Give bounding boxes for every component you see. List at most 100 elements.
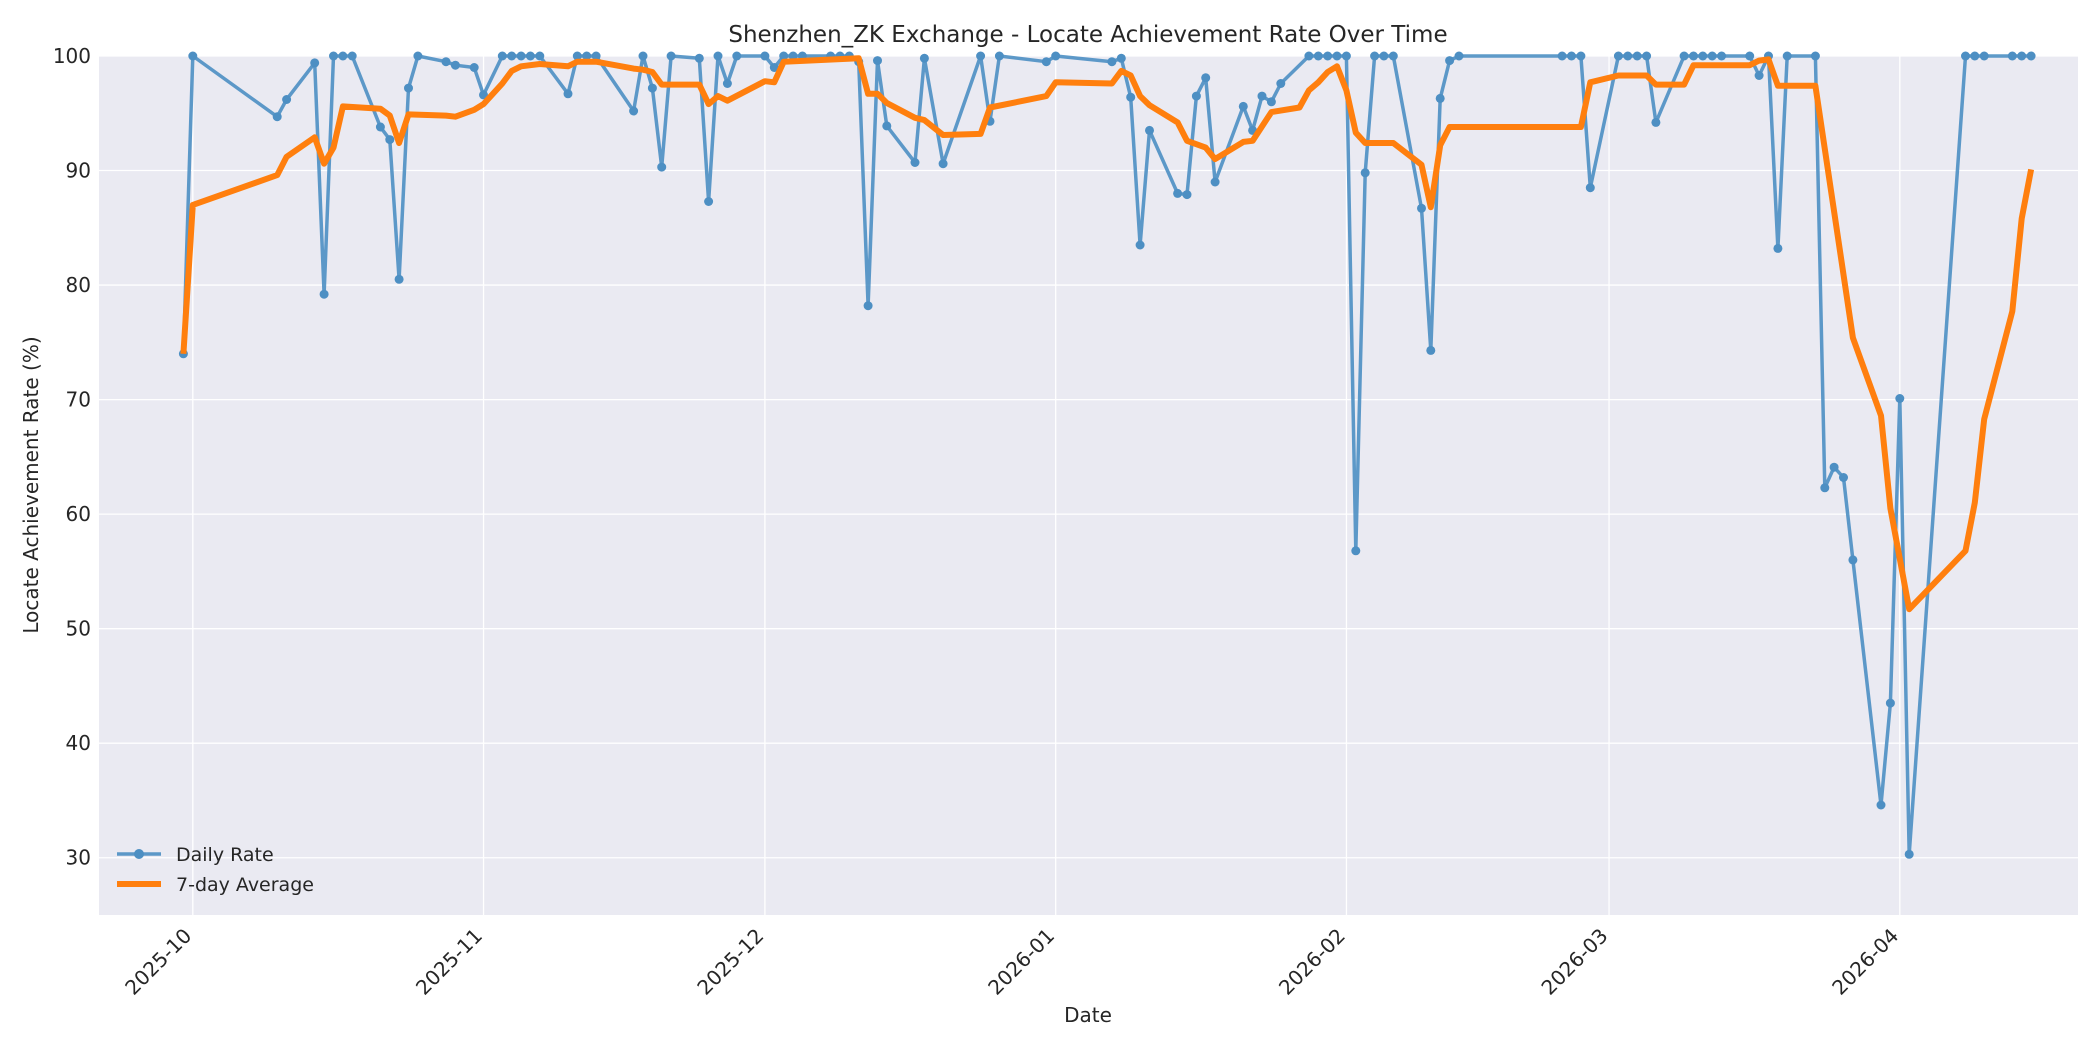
data-point-daily-rate (1567, 51, 1576, 61)
data-point-daily-rate (535, 51, 545, 61)
plot-background (99, 56, 2078, 915)
y-axis: 30 40 50 60 70 80 90 100 (53, 44, 91, 870)
x-axis: 2025-10 2025-11 2025-12 2026-01 2026-02 2026-… (120, 924, 1903, 1000)
data-point-daily-rate (882, 121, 892, 131)
data-point-daily-rate (873, 56, 882, 66)
data-point-daily-rate (1360, 168, 1370, 178)
data-point-daily-rate (1435, 93, 1445, 103)
data-point-daily-rate (282, 95, 292, 104)
data-point-daily-rate (310, 58, 320, 68)
data-point-daily-rate (1388, 51, 1398, 61)
data-point-daily-rate (1829, 462, 1839, 472)
data-point-daily-rate (629, 106, 639, 116)
data-point-daily-rate (441, 57, 451, 67)
data-point-daily-rate (732, 51, 742, 61)
data-point-daily-rate (272, 112, 282, 122)
data-point-daily-rate (657, 162, 667, 172)
data-point-daily-rate (1426, 345, 1436, 355)
legend-marker-daily (134, 849, 144, 859)
x-tick-label: 2026-04 (1827, 924, 1903, 1000)
data-point-daily-rate (319, 289, 329, 299)
data-point-daily-rate (525, 51, 535, 61)
data-point-daily-rate (713, 51, 723, 61)
data-point-daily-rate (2017, 51, 2027, 61)
data-point-daily-rate (2026, 51, 2036, 61)
data-point-daily-rate (1585, 183, 1595, 193)
data-point-daily-rate (1698, 51, 1708, 61)
data-point-daily-rate (1445, 56, 1455, 66)
y-tick-label: 30 (66, 846, 91, 870)
y-tick-label: 80 (66, 273, 91, 297)
data-point-daily-rate (572, 51, 582, 61)
data-point-daily-rate (1904, 849, 1914, 859)
data-point-daily-rate (385, 135, 395, 145)
data-point-daily-rate (1810, 51, 1820, 61)
data-point-daily-rate (497, 51, 507, 61)
data-point-daily-rate (375, 122, 385, 132)
data-point-daily-rate (591, 51, 601, 61)
x-tick-label: 2026-01 (983, 924, 1059, 1000)
data-point-daily-rate (2007, 51, 2017, 61)
data-point-daily-rate (1191, 91, 1201, 101)
data-point-daily-rate (1885, 698, 1895, 708)
data-point-daily-rate (1782, 51, 1792, 61)
data-point-daily-rate (1116, 53, 1126, 63)
data-point-daily-rate (1341, 51, 1351, 61)
data-point-daily-rate (404, 83, 413, 93)
data-point-daily-rate (188, 51, 198, 61)
x-tick-label: 2025-11 (411, 924, 487, 1000)
y-axis-label: Locate Achievement Rate (%) (19, 336, 43, 633)
data-point-daily-rate (1332, 51, 1342, 61)
data-point-daily-rate (938, 159, 948, 169)
x-tick-label: 2026-02 (1274, 924, 1350, 1000)
y-tick-label: 60 (66, 502, 91, 526)
data-point-daily-rate (1754, 71, 1764, 80)
data-point-daily-rate (1276, 79, 1286, 88)
data-point-daily-rate (919, 53, 929, 63)
data-point-daily-rate (479, 90, 488, 100)
data-point-daily-rate (704, 197, 714, 206)
data-point-daily-rate (1135, 240, 1145, 250)
data-point-daily-rate (582, 51, 592, 61)
data-point-daily-rate (1417, 203, 1426, 213)
legend-label-daily: Daily Rate (176, 844, 274, 866)
data-point-daily-rate (1041, 57, 1051, 67)
data-point-daily-rate (1642, 51, 1652, 61)
data-point-daily-rate (1970, 51, 1980, 61)
x-tick-label: 2025-10 (120, 924, 196, 1000)
data-point-daily-rate (976, 51, 986, 61)
data-point-daily-rate (347, 51, 357, 61)
data-point-daily-rate (638, 51, 648, 61)
data-point-daily-rate (507, 51, 517, 61)
data-point-daily-rate (863, 301, 873, 311)
data-point-daily-rate (1632, 51, 1642, 61)
x-tick-label: 2025-12 (692, 924, 768, 1000)
x-axis-label: Date (1064, 1003, 1112, 1027)
data-point-daily-rate (1576, 51, 1586, 61)
data-point-daily-rate (516, 51, 526, 61)
data-point-daily-rate (413, 51, 423, 61)
data-point-daily-rate (779, 51, 789, 61)
y-tick-label: 50 (66, 617, 91, 641)
data-point-daily-rate (1876, 800, 1886, 810)
data-point-daily-rate (338, 51, 348, 61)
data-point-daily-rate (1557, 51, 1567, 61)
data-point-daily-rate (1210, 177, 1220, 187)
data-point-daily-rate (1651, 117, 1661, 127)
data-point-daily-rate (1689, 51, 1698, 61)
legend: Daily Rate 7-day Average (117, 844, 314, 896)
data-point-daily-rate (1145, 125, 1154, 135)
data-point-daily-rate (1745, 51, 1755, 61)
data-point-daily-rate (1613, 51, 1623, 61)
data-point-daily-rate (1126, 92, 1136, 102)
data-point-daily-rate (450, 60, 460, 70)
grid (99, 55, 2078, 915)
series-layer (178, 51, 2036, 859)
data-point-daily-rate (722, 79, 732, 88)
chart-title: Shenzhen_ZK Exchange - Locate Achievemen… (728, 22, 1447, 48)
data-point-daily-rate (1201, 73, 1211, 83)
data-point-daily-rate (1707, 51, 1717, 61)
legend-label-average: 7-day Average (176, 874, 314, 896)
y-tick-label: 100 (53, 44, 91, 68)
